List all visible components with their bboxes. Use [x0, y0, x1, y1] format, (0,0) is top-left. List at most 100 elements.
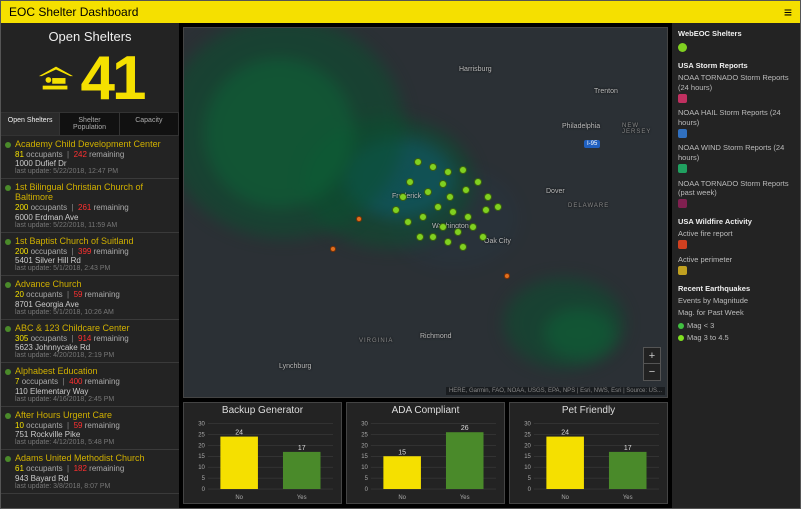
shelter-item[interactable]: 1st Bilingual Christian Church of Baltim… [1, 179, 179, 232]
svg-text:15: 15 [198, 454, 205, 460]
map-shelter-dot[interactable] [444, 238, 452, 246]
map-marker-dot[interactable] [330, 246, 336, 252]
svg-text:10: 10 [361, 465, 368, 471]
map-shelter-dot[interactable] [416, 233, 424, 241]
map-city-label: Dover [546, 188, 565, 195]
map-shelter-dot[interactable] [439, 180, 447, 188]
map-shelter-dot[interactable] [484, 193, 492, 201]
map-shelter-dot[interactable] [419, 213, 427, 221]
shelter-address: 751 Rockville Pike [15, 430, 171, 439]
svg-text:10: 10 [524, 465, 531, 471]
shelter-item[interactable]: Alphabest Education7 occupants | 400 rem… [1, 363, 179, 406]
map-city-label: Philadelphia [562, 123, 600, 130]
map-shelter-dot[interactable] [482, 206, 490, 214]
chart-panel: Pet Friendly05101520253024No17Yes [509, 402, 668, 504]
legend-swatch [678, 43, 687, 52]
map-shelter-dot[interactable] [494, 203, 502, 211]
shelter-address: 110 Elementary Way [15, 387, 171, 396]
map-shelter-dot[interactable] [439, 223, 447, 231]
map-shelter-dot[interactable] [429, 233, 437, 241]
shelter-item[interactable]: Academy Child Development Center81 occup… [1, 136, 179, 179]
map-shelter-dot[interactable] [424, 188, 432, 196]
map-shelter-dot[interactable] [479, 233, 487, 241]
map-shelter-dot[interactable] [464, 213, 472, 221]
map-region-label: VIRGINIA [359, 338, 393, 344]
shelter-item[interactable]: After Hours Urgent Care10 occupants | 59… [1, 407, 179, 450]
legend-section-title: WebEOC Shelters [678, 29, 794, 38]
map-marker-dot[interactable] [504, 273, 510, 279]
svg-text:No: No [561, 495, 569, 501]
svg-text:30: 30 [361, 421, 368, 427]
shelter-item[interactable]: Advance Church20 occupants | 59 remainin… [1, 276, 179, 319]
legend-swatch [678, 240, 687, 249]
map-shelter-dot[interactable] [392, 206, 400, 214]
shelter-updated: last update: 5/1/2018, 2:43 PM [15, 265, 171, 272]
shelter-item[interactable]: Adams United Methodist Church61 occupant… [1, 450, 179, 493]
zoom-out-button[interactable]: − [644, 364, 660, 380]
svg-text:24: 24 [561, 430, 569, 437]
shelter-stats: 81 occupants | 242 remaining [15, 150, 171, 160]
svg-text:Yes: Yes [297, 495, 307, 501]
shelter-item[interactable]: ABC & 123 Childcare Center305 occupants … [1, 320, 179, 363]
svg-text:30: 30 [524, 421, 531, 427]
shelter-stats: 10 occupants | 59 remaining [15, 421, 171, 431]
map-marker-dot[interactable] [356, 216, 362, 222]
shelter-name: 1st Baptist Church of Suitland [15, 237, 171, 247]
svg-text:15: 15 [398, 449, 406, 456]
map-shelter-dot[interactable] [429, 163, 437, 171]
legend-section-title: USA Wildfire Activity [678, 217, 794, 226]
chart-panel: Backup Generator05101520253024No17Yes [183, 402, 342, 504]
map-shelter-dot[interactable] [459, 166, 467, 174]
shelter-list[interactable]: Academy Child Development Center81 occup… [1, 136, 179, 508]
map-shelter-dot[interactable] [449, 208, 457, 216]
map-shelter-dot[interactable] [474, 178, 482, 186]
map-shelter-dot[interactable] [462, 186, 470, 194]
map-shelter-dot[interactable] [469, 223, 477, 231]
dashboard-body: Open Shelters 41 Open SheltersShelter Po… [1, 23, 800, 508]
map-shelter-dot[interactable] [404, 218, 412, 226]
map-shelter-dot[interactable] [454, 228, 462, 236]
shelter-updated: last update: 5/1/2018, 10:26 AM [15, 309, 171, 316]
svg-text:No: No [235, 495, 243, 501]
shelter-stats: 200 occupants | 261 remaining [15, 203, 171, 213]
chart-title: ADA Compliant [351, 405, 500, 416]
svg-text:No: No [398, 495, 406, 501]
legend-swatch [678, 94, 687, 103]
svg-text:25: 25 [524, 432, 531, 438]
map-shelter-dot[interactable] [444, 168, 452, 176]
map-shelter-dot[interactable] [406, 178, 414, 186]
open-shelters-label: Open Shelters [5, 29, 175, 44]
svg-text:5: 5 [365, 476, 369, 482]
tab[interactable]: Open Shelters [1, 113, 60, 135]
legend-entry: Active perimeter [678, 255, 794, 278]
legend-entry: Active fire report [678, 229, 794, 252]
map-city-label: Harrisburg [459, 66, 492, 73]
shelter-updated: last update: 5/22/2018, 11:59 AM [15, 222, 171, 229]
shelter-name: Academy Child Development Center [15, 140, 171, 150]
tab[interactable]: Capacity [120, 113, 179, 135]
map-shelter-dot[interactable] [399, 193, 407, 201]
zoom-in-button[interactable]: + [644, 348, 660, 364]
shelter-item[interactable]: 1st Baptist Church of Suitland200 occupa… [1, 233, 179, 276]
header-bar: EOC Shelter Dashboard ≡ [1, 1, 800, 23]
map-shelter-dot[interactable] [434, 203, 442, 211]
map-city-label: Trenton [594, 88, 618, 95]
svg-text:26: 26 [461, 425, 469, 432]
map-shelter-dot[interactable] [446, 193, 454, 201]
radar-blob [504, 278, 624, 368]
legend-entry: NOAA WIND Storm Reports (24 hours) [678, 143, 794, 175]
shelter-name: 1st Bilingual Christian Church of Baltim… [15, 183, 171, 203]
map-shelter-dot[interactable] [459, 243, 467, 251]
svg-text:15: 15 [361, 454, 368, 460]
chart-panel: ADA Compliant05101520253015No26Yes [346, 402, 505, 504]
map-shelter-dot[interactable] [414, 158, 422, 166]
svg-text:0: 0 [365, 487, 369, 493]
svg-text:5: 5 [528, 476, 532, 482]
legend-entry: Mag. for Past Week [678, 308, 794, 317]
shelter-updated: last update: 4/16/2018, 2:45 PM [15, 396, 171, 403]
shelter-name: After Hours Urgent Care [15, 411, 171, 421]
map[interactable]: + − HERE, Garmin, FAO, NOAA, USGS, EPA, … [183, 27, 668, 398]
tab[interactable]: Shelter Population [60, 113, 119, 135]
chart-body: 05101520253024No17Yes [514, 418, 663, 502]
menu-icon[interactable]: ≡ [784, 4, 792, 20]
